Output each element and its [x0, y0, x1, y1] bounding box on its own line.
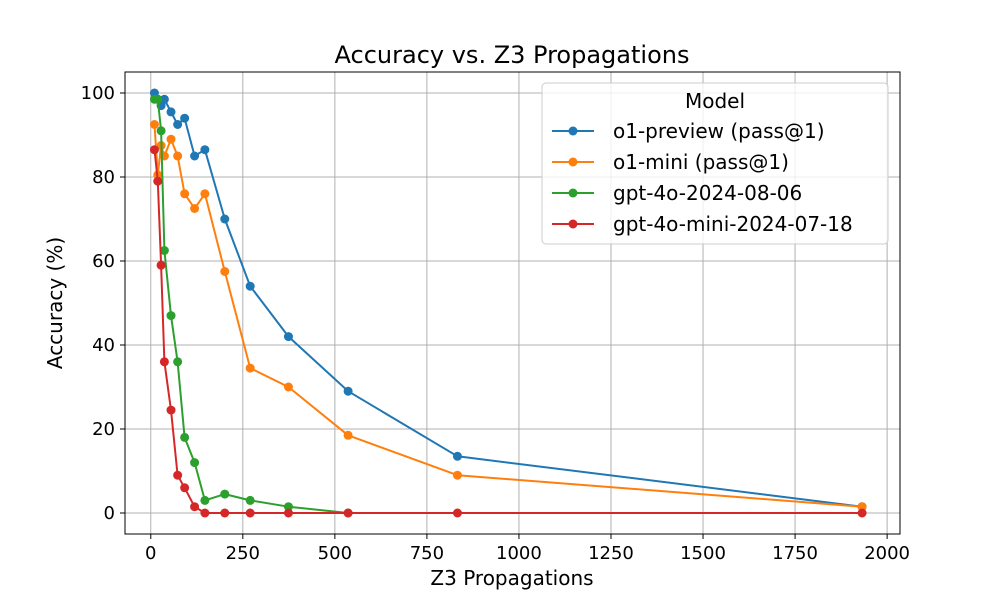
- legend-label: gpt-4o-2024-08-06: [613, 181, 802, 205]
- data-point: [149, 120, 159, 129]
- data-point: [200, 495, 210, 505]
- data-point: [159, 94, 169, 104]
- data-point: [166, 107, 176, 117]
- x-tick-label: 500: [318, 543, 352, 564]
- data-point: [180, 432, 190, 442]
- y-tick-label: 40: [92, 335, 115, 356]
- y-tick-label: 60: [92, 251, 115, 272]
- x-tick-label: 250: [226, 543, 260, 564]
- legend-item: gpt-4o-2024-08-06: [552, 181, 802, 205]
- legend-item: gpt-4o-mini-2024-07-18: [552, 212, 853, 236]
- data-point: [200, 508, 210, 518]
- data-point: [220, 214, 230, 224]
- data-point: [173, 357, 183, 367]
- data-point: [857, 502, 867, 512]
- chart-title: Accuracy vs. Z3 Propagations: [335, 41, 690, 69]
- data-point: [245, 281, 255, 291]
- data-point: [153, 94, 163, 104]
- data-point: [159, 246, 169, 255]
- x-tick-label: 750: [410, 543, 444, 564]
- x-axis-ticks: 0 250 500 750 1000 1250 1500 1750 2000: [145, 534, 910, 564]
- series-layer: [149, 88, 867, 518]
- series-3: [149, 94, 353, 518]
- y-tick-label: 100: [81, 83, 115, 104]
- y-axis-ticks: 0 20 40 60 80 100: [81, 83, 125, 524]
- legend-label: o1-preview (pass@1): [613, 119, 825, 143]
- data-point: [166, 405, 176, 415]
- data-point: [180, 189, 190, 199]
- data-point: [153, 176, 163, 186]
- series-line: [154, 98, 349, 514]
- legend-label: o1-mini (pass@1): [613, 150, 789, 174]
- data-point: [343, 508, 353, 518]
- data-point: [200, 189, 210, 199]
- legend-label: gpt-4o-mini-2024-07-18: [613, 212, 853, 236]
- data-point: [343, 430, 353, 440]
- data-point: [190, 502, 200, 512]
- data-point: [857, 508, 867, 518]
- x-tick-label: 2000: [864, 543, 910, 564]
- data-point: [452, 508, 462, 518]
- data-point: [156, 126, 166, 136]
- data-point: [173, 120, 183, 129]
- data-point: [220, 508, 230, 518]
- legend-marker: [568, 157, 578, 167]
- data-point: [190, 151, 200, 161]
- data-point: [180, 483, 190, 493]
- legend-item: o1-preview (pass@1): [552, 119, 825, 143]
- x-tick-label: 1750: [772, 543, 818, 564]
- data-point: [166, 134, 176, 144]
- data-point: [220, 489, 230, 499]
- legend-title: Model: [685, 89, 745, 113]
- legend-item: o1-mini (pass@1): [552, 150, 789, 174]
- series-4: [149, 145, 867, 518]
- data-point: [173, 470, 183, 480]
- data-point: [173, 151, 183, 161]
- y-tick-label: 80: [92, 167, 115, 188]
- data-point: [343, 386, 353, 396]
- data-point: [245, 495, 255, 505]
- data-point: [283, 502, 293, 512]
- y-tick-label: 0: [104, 503, 115, 524]
- data-point: [200, 145, 210, 155]
- legend-box: [541, 82, 889, 245]
- legend-marker: [568, 188, 578, 198]
- legend-items: o1-preview (pass@1) o1-mini (pass@1) gpt-4…: [552, 119, 853, 236]
- data-point: [190, 204, 200, 213]
- data-point: [452, 470, 462, 480]
- data-point: [283, 508, 293, 518]
- x-tick-label: 1000: [496, 543, 542, 564]
- legend-marker: [568, 219, 578, 229]
- data-point: [283, 332, 293, 342]
- data-point: [159, 357, 169, 367]
- y-axis-label: Accuracy (%): [43, 237, 67, 369]
- data-point: [245, 508, 255, 518]
- x-tick-label: 0: [145, 543, 156, 564]
- data-point: [180, 113, 190, 123]
- x-axis-label: Z3 Propagations: [430, 566, 593, 590]
- plot-frame: [124, 71, 901, 535]
- data-point: [245, 363, 255, 373]
- legend: Model o1-preview (pass@1) o1-mini (pass@1…: [541, 82, 889, 245]
- data-point: [220, 267, 230, 276]
- x-tick-label: 1500: [680, 543, 726, 564]
- data-point: [166, 311, 176, 321]
- data-point: [452, 451, 462, 461]
- legend-marker: [568, 126, 578, 136]
- data-point: [190, 458, 200, 468]
- data-point: [149, 145, 159, 155]
- x-tick-label: 1250: [588, 543, 634, 564]
- data-point: [283, 382, 293, 392]
- data-point: [156, 260, 166, 270]
- y-tick-label: 20: [92, 419, 115, 440]
